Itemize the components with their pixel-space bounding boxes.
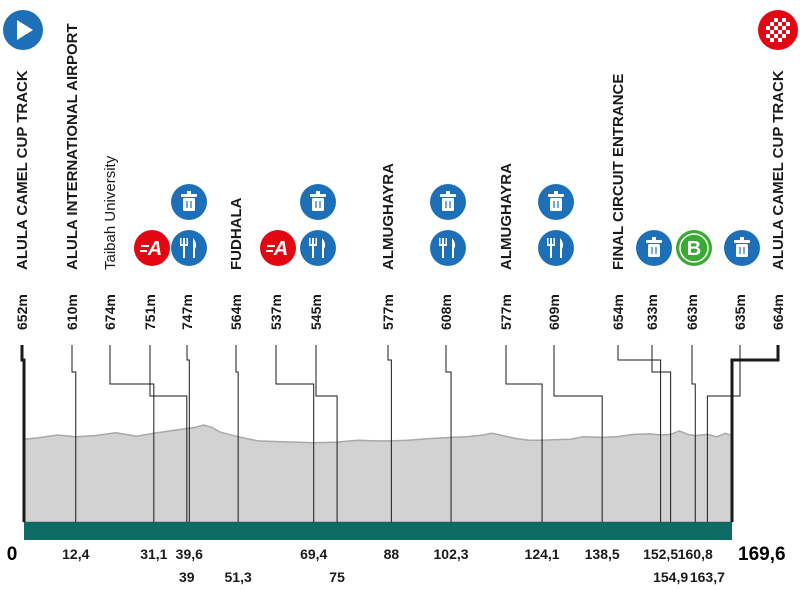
leader-line-13 (651, 345, 672, 522)
waypoint-altitude: 537m (268, 294, 284, 330)
waste-zone-icon (300, 184, 336, 220)
waypoint-altitude: 545m (308, 294, 324, 330)
leader-line-5 (235, 345, 239, 522)
waypoint-name: ALULA INTERNATIONAL AIRPORT (64, 23, 81, 270)
leader-line-14 (691, 345, 696, 522)
leader-line-3 (149, 345, 188, 522)
km-marker-label: 102,3 (434, 546, 469, 562)
sprint-letter: A (147, 238, 162, 260)
km-marker-label: 160,8 (678, 546, 713, 562)
leader-line-9 (445, 345, 452, 522)
leader-line-10 (505, 345, 543, 522)
waypoint-name: ALULA CAMEL CUP TRACK (14, 70, 31, 270)
waypoint-altitude: 609m (546, 294, 562, 330)
km-marker-label: 163,7 (690, 569, 725, 585)
km-marker-label: 69,4 (300, 546, 327, 562)
waypoint-name: FINAL CIRCUIT ENTRANCE (610, 74, 627, 270)
leader-line-16 (730, 345, 780, 522)
waypoint-altitude: 577m (380, 294, 396, 330)
start-flag-icon (3, 10, 43, 50)
feed-zone-icon (430, 230, 466, 266)
ground-band (24, 522, 732, 540)
waypoint-labels: 652m ALULA CAMEL CUP TRACK 610m ALULA INTER… (14, 23, 787, 330)
waypoint-altitude: 610m (64, 294, 80, 330)
km-marker-label: 138,5 (585, 546, 620, 562)
waypoint-altitude: 633m (644, 294, 660, 330)
bonus-letter: B (687, 238, 701, 260)
waypoint-altitude: 608m (438, 294, 454, 330)
waypoint-altitude: 652m (14, 294, 30, 330)
waypoint-altitude: 664m (770, 294, 786, 330)
leader-line-8 (387, 345, 392, 522)
km-marker-label: 154,9 (653, 569, 688, 585)
bonus-sprint-icon: B (676, 230, 712, 266)
leader-line-11 (553, 345, 603, 522)
km-marker-label: 0 (7, 544, 18, 565)
intermediate-sprint-icon: A (134, 230, 170, 266)
kilometre-axis: 0 12,4 31,1 39 39,6 51,3 69,475 88 102,3 124,1 138… (7, 544, 786, 585)
waypoint-altitude: 663m (684, 294, 700, 330)
waste-zone-icon (430, 184, 466, 220)
waypoint-leader-lines (20, 345, 780, 522)
km-marker-label: 39,6 (176, 546, 203, 562)
elevation-area (23, 424, 733, 523)
waste-zone-icon (171, 184, 207, 220)
waypoint-name: Taibah University (102, 155, 119, 270)
km-marker-label: 124,1 (525, 546, 560, 562)
leader-line-7 (315, 345, 338, 522)
elevation-profile (23, 424, 733, 523)
waypoint-altitude: 635m (732, 294, 748, 330)
waste-zone-icon (724, 230, 760, 266)
leader-line-0 (20, 345, 26, 522)
waypoint-name: FUDHALA (228, 197, 245, 270)
waypoint-name: ALMUGHAYRA (498, 163, 515, 270)
finish-flag-icon (758, 10, 798, 50)
waypoint-name: ALMUGHAYRA (380, 163, 397, 270)
waypoint-altitude: 747m (179, 294, 195, 330)
feed-zone-icon (171, 230, 207, 266)
waypoint-name: ALULA CAMEL CUP TRACK (770, 70, 787, 270)
leader-line-4 (186, 345, 190, 522)
waste-zone-icon (636, 230, 672, 266)
waypoint-altitude: 654m (610, 294, 626, 330)
profile-base (24, 522, 732, 540)
km-marker-label: 39 (179, 569, 195, 585)
feed-zone-icon (300, 230, 336, 266)
leader-line-6 (275, 345, 315, 522)
km-marker-label: 75 (329, 569, 345, 585)
leader-line-2 (109, 345, 155, 522)
leader-line-15 (706, 345, 741, 522)
leader-line-12 (617, 345, 662, 522)
feed-zone-icon (538, 230, 574, 266)
km-marker-label: 169,6 (738, 544, 786, 565)
km-marker-label: 12,4 (62, 546, 89, 562)
waypoint-altitude: 751m (142, 294, 158, 330)
km-marker-label: 31,1 (140, 546, 167, 562)
waypoint-altitude: 577m (498, 294, 514, 330)
sprint-letter: A (273, 238, 288, 260)
leader-line-1 (71, 345, 77, 522)
km-marker-label: 51,3 (225, 569, 252, 585)
km-marker-label: 88 (384, 546, 400, 562)
waypoint-altitude: 674m (102, 294, 118, 330)
intermediate-sprint-icon: A (260, 230, 296, 266)
km-marker-label: 152,5 (643, 546, 678, 562)
waste-zone-icon (538, 184, 574, 220)
waypoint-altitude: 564m (228, 294, 244, 330)
